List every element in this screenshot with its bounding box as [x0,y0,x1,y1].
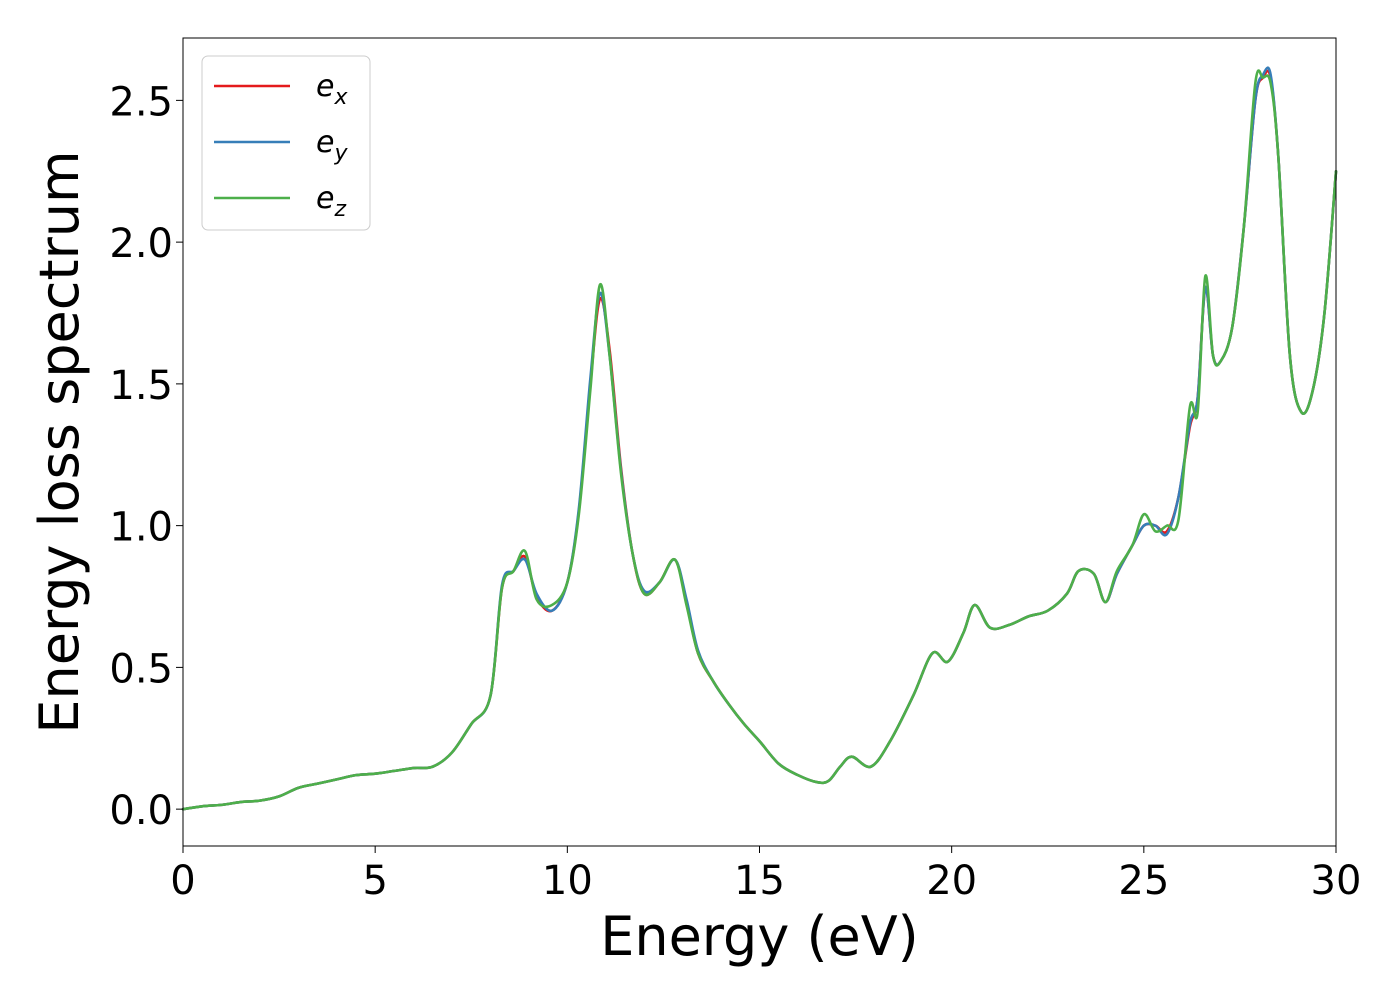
series-layer [181,66,1338,811]
y-tick-label: 1.0 [109,505,173,551]
y-tick-label: 2.0 [109,221,173,267]
x-tick-label: 10 [542,858,593,904]
x-tick-label: 25 [1118,858,1169,904]
x-tick-label: 15 [734,858,785,904]
y-tick-label: 2.5 [109,79,173,125]
x-tick-label: 5 [362,858,387,904]
y-tick-label: 1.5 [109,363,173,409]
legend: ex ey ez [201,55,371,231]
y-tick-label: 0.0 [109,788,173,834]
x-tick-label: 30 [1311,858,1362,904]
series-line-ez [181,69,1338,811]
x-tick-label: 0 [170,858,195,904]
legend-label-ex: ex [316,69,348,110]
y-tick-label: 0.5 [109,646,173,692]
x-axis: 0 5 10 15 20 25 30 [170,846,1361,904]
legend-label-ez: ez [316,181,346,222]
y-axis: 0.0 0.5 1.0 1.5 2.0 2.5 [109,79,183,834]
x-tick-label: 20 [926,858,977,904]
y-axis-title: Energy loss spectrum [28,150,91,733]
x-axis-title: Energy (eV) [600,905,919,968]
legend-label-ey: ey [316,125,348,166]
